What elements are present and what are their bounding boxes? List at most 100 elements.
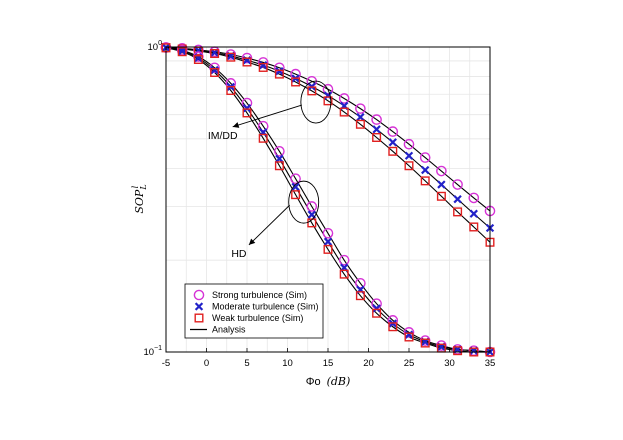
grid-lines	[166, 47, 490, 352]
sim-point-circle	[257, 57, 269, 68]
sim-point-circle	[274, 146, 285, 157]
arrow-head	[232, 122, 240, 128]
annotation-arrow	[232, 104, 302, 128]
x-tick-label: -5	[162, 358, 170, 369]
sim-point-square	[258, 133, 268, 143]
sim-point-square	[469, 222, 479, 232]
y-axis-label: SOPLl	[131, 184, 148, 213]
sim-point-circle	[403, 138, 415, 150]
simulation-markers	[160, 42, 496, 358]
x-tick-label: 5	[244, 358, 249, 369]
annotation-ellipse	[300, 80, 332, 124]
x-tick-label: 0	[204, 358, 209, 369]
sim-point-circle	[403, 327, 415, 338]
sim-point-circle	[371, 114, 382, 125]
sim-point-circle	[193, 51, 204, 62]
sim-point-circle	[225, 49, 237, 60]
legend-marker-x	[194, 302, 204, 311]
sim-point-circle	[468, 192, 480, 204]
legend-marker-square	[194, 313, 204, 323]
sim-point-square	[193, 54, 203, 64]
legend-box	[184, 283, 324, 339]
annotation-label: IM/DD	[208, 130, 238, 142]
legend-entry: Weak turbulence (Sim)	[194, 313, 303, 323]
legend: Strong turbulence (Sim) Moderate turbulen…	[184, 283, 324, 339]
legend-label: Strong turbulence (Sim)	[212, 290, 307, 300]
analysis-curve	[165, 47, 491, 243]
sim-point-circle	[436, 165, 447, 177]
sim-point-circle	[436, 340, 447, 351]
legend-entry: Strong turbulence (Sim)	[193, 289, 307, 301]
sim-point-circle	[338, 254, 350, 266]
sim-point-x	[178, 46, 187, 56]
sim-point-circle	[290, 173, 301, 184]
x-axis-label: Φo (dB)	[306, 375, 351, 388]
sim-point-square	[404, 332, 414, 342]
sim-point-square	[339, 269, 349, 279]
sim-point-x	[259, 60, 268, 70]
y-tick-label: 10−1	[143, 345, 162, 358]
sim-point-square	[372, 308, 382, 318]
x-tick-label: 25	[404, 358, 415, 369]
sim-point-square	[339, 107, 349, 117]
sim-point-circle	[241, 52, 253, 64]
sim-point-x	[372, 125, 381, 134]
arrow-head	[248, 238, 256, 245]
sim-point-circle	[322, 83, 334, 95]
sim-point-x	[275, 154, 284, 163]
sim-point-x	[323, 237, 333, 246]
annotation-arrow	[248, 204, 291, 246]
sim-point-x	[404, 151, 414, 160]
sim-point-square	[420, 338, 430, 348]
sim-point-circle	[419, 152, 431, 163]
sim-point-x	[421, 165, 430, 175]
sim-point-x	[404, 330, 414, 339]
sim-point-square	[274, 69, 284, 79]
sim-point-circle	[419, 335, 431, 346]
sim-point-circle	[322, 228, 334, 239]
sim-point-square	[372, 132, 382, 142]
sim-point-square	[177, 47, 187, 57]
sim-point-square	[210, 67, 220, 77]
legend-marker-circle	[193, 289, 205, 301]
sim-point-x	[210, 65, 219, 75]
sim-point-circle	[209, 62, 220, 74]
legend-entry: Analysis	[190, 325, 246, 335]
sim-point-square	[388, 322, 398, 332]
x-tick-label: 20	[363, 358, 374, 369]
sim-point-square	[210, 49, 220, 59]
sim-point-circle	[338, 93, 350, 104]
sim-point-x	[291, 182, 300, 191]
sim-point-square	[242, 57, 252, 67]
sim-point-square	[453, 346, 463, 356]
sim-point-x	[210, 48, 219, 57]
y-tick-label: 100	[148, 40, 163, 53]
sim-point-square	[436, 191, 446, 201]
annotation-label: HD	[231, 248, 247, 260]
sim-point-square	[274, 161, 284, 171]
axis-ticks: -5 0 5 10 15 20 25 30 35 100 10−1	[143, 40, 495, 369]
sim-point-circle	[452, 179, 463, 190]
sim-point-square	[323, 244, 333, 254]
sim-point-x	[372, 304, 381, 313]
sim-point-square	[291, 77, 301, 87]
sim-point-square	[420, 176, 430, 186]
legend-label: Weak turbulence (Sim)	[212, 313, 303, 323]
annotations: IM/DD HD	[208, 80, 332, 260]
sim-point-circle	[355, 103, 366, 114]
sim-point-square	[226, 52, 236, 62]
sim-point-circle	[387, 126, 399, 137]
sim-point-square	[307, 218, 317, 228]
sim-point-x	[388, 138, 397, 147]
x-tick-label: 30	[444, 358, 455, 369]
sim-point-x	[356, 112, 365, 122]
sim-point-square	[291, 190, 301, 200]
sim-point-square	[323, 96, 333, 106]
sim-point-x	[469, 209, 478, 218]
sim-point-square	[355, 119, 365, 129]
sim-point-square	[242, 108, 252, 118]
x-tick-label: 15	[323, 358, 334, 369]
sim-point-square	[355, 291, 365, 301]
sim-point-circle	[306, 201, 318, 212]
